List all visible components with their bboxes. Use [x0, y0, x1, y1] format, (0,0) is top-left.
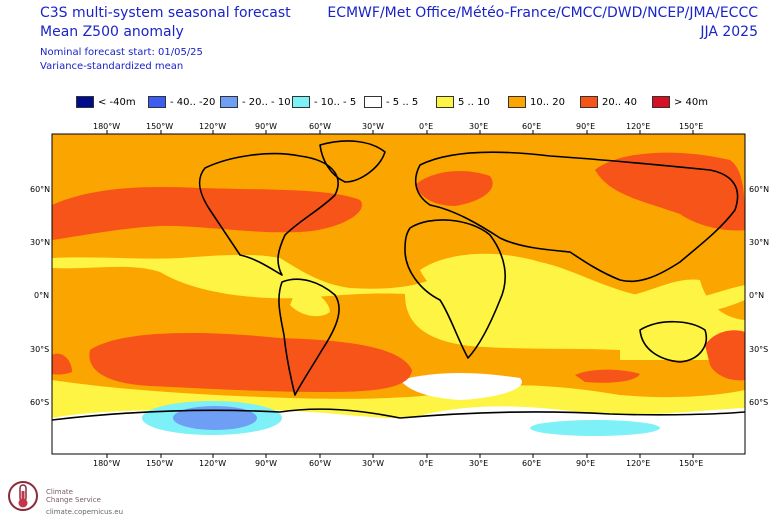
tick-marks	[106, 130, 694, 458]
legend-item: 20.. 40	[580, 95, 637, 109]
lon-label: 150°E	[679, 459, 704, 468]
legend-item: - 40.. -20	[148, 95, 215, 109]
lat-label: 60°N	[30, 185, 51, 194]
lat-label: 30°S	[749, 345, 769, 354]
red-patch-south-pacific	[89, 333, 412, 392]
lon-label: 30°E	[469, 122, 489, 131]
anomaly-field	[52, 134, 745, 454]
red-patch-west-edge	[52, 353, 72, 375]
red-patch-southwest-pacific	[705, 330, 745, 381]
legend-label: 10.. 20	[530, 96, 565, 108]
coast-australia	[639, 320, 707, 363]
lon-label: 120°W	[199, 122, 227, 131]
lon-label: 150°W	[146, 122, 174, 131]
map-frame	[51, 133, 746, 455]
legend-item: - 20.. - 10	[220, 95, 291, 109]
legend-label: - 5 .. 5	[386, 96, 419, 108]
legend-swatch	[652, 96, 670, 108]
chart-title: C3S multi-system seasonal forecast	[40, 5, 291, 21]
coast-north-america	[198, 152, 339, 276]
lon-label: 120°W	[199, 459, 227, 468]
lat-label: 30°N	[749, 238, 770, 247]
cyan-patch-east-antarctic	[530, 420, 660, 436]
red-patch-europe	[415, 170, 493, 206]
legend-label: - 20.. - 10	[242, 96, 291, 108]
legend-item: - 10.. - 5	[292, 95, 356, 109]
red-patch-indian-ocean	[575, 369, 640, 383]
lat-label: 30°S	[30, 345, 50, 354]
lon-label: 90°W	[255, 122, 278, 131]
legend-label: < -40m	[98, 96, 136, 108]
lon-label: 60°W	[309, 459, 332, 468]
yellow-band-africa-asia	[420, 253, 745, 319]
lon-label: 150°W	[146, 459, 174, 468]
white-patch-south-atlantic	[400, 373, 522, 400]
legend-item: 10.. 20	[508, 95, 565, 109]
lon-label: 30°E	[469, 459, 489, 468]
legend-swatch	[220, 96, 238, 108]
lon-label: 60°W	[309, 122, 332, 131]
blue-patch-amundsen	[173, 406, 257, 430]
lat-label: 0°N	[749, 291, 765, 300]
lon-label: 120°E	[626, 459, 651, 468]
legend-label: 20.. 40	[602, 96, 637, 108]
logo-name-line1: Climate	[46, 488, 73, 496]
legend-item: - 5 .. 5	[364, 95, 418, 109]
legend-swatch	[292, 96, 310, 108]
yellow-patch-brazil	[290, 280, 330, 317]
red-patch-north-pacific-america	[52, 186, 362, 240]
lat-label: 0°N	[34, 291, 50, 300]
legend-label: - 10.. - 5	[314, 96, 357, 108]
logo-name-line2: Change Service	[46, 496, 101, 504]
legend-swatch	[508, 96, 526, 108]
lon-label: 60°E	[522, 459, 542, 468]
lat-label: 60°S	[30, 398, 50, 407]
lon-label: 180°W	[93, 459, 121, 468]
copernicus-logo: Climate Change Service climate.copernicu…	[6, 476, 126, 520]
lon-label: 90°E	[576, 122, 596, 131]
lon-label: 0°E	[419, 122, 434, 131]
lon-label: 30°W	[362, 459, 385, 468]
coast-eurasia	[414, 151, 739, 283]
chart-subtitle: Mean Z500 anomaly	[40, 24, 184, 40]
forecast-centres: ECMWF/Met Office/Météo-France/CMCC/DWD/N…	[327, 5, 758, 21]
lon-label: 0°E	[419, 459, 434, 468]
season-label: JJA 2025	[700, 24, 758, 40]
lon-label: 60°E	[522, 122, 542, 131]
lon-label: 180°W	[93, 122, 121, 131]
legend-label: 5 .. 10	[458, 96, 490, 108]
legend-swatch	[436, 96, 454, 108]
logo-url: climate.copernicus.eu	[46, 508, 124, 516]
red-patch-north-asia	[595, 152, 745, 231]
legend-swatch	[364, 96, 382, 108]
thermometer-logo-icon	[8, 481, 38, 511]
lat-label: 60°S	[749, 398, 769, 407]
coast-antarctica	[52, 408, 745, 421]
lon-label: 120°E	[626, 122, 651, 131]
lon-label: 90°E	[576, 459, 596, 468]
lat-label: 30°N	[30, 238, 51, 247]
legend-label: > 40m	[674, 96, 709, 108]
legend-swatch	[148, 96, 166, 108]
legend-item: 5 .. 10	[436, 95, 490, 109]
lon-label: 150°E	[679, 122, 704, 131]
coast-south-america	[278, 278, 340, 396]
variance-note: Variance-standardized mean	[40, 61, 184, 72]
lat-label: 60°N	[749, 185, 770, 194]
yellow-band-tropics	[52, 254, 745, 360]
lon-label: 30°W	[362, 122, 385, 131]
legend-item: > 40m	[652, 95, 708, 109]
coast-greenland	[319, 140, 386, 183]
legend-swatch	[580, 96, 598, 108]
coastlines	[52, 140, 745, 421]
legend-swatch	[76, 96, 94, 108]
legend-label: - 40.. -20	[170, 96, 216, 108]
coast-africa	[404, 219, 506, 359]
lon-label: 90°W	[255, 459, 278, 468]
forecast-start: Nominal forecast start: 01/05/25	[40, 47, 203, 58]
legend-item: < -40m	[76, 95, 136, 109]
